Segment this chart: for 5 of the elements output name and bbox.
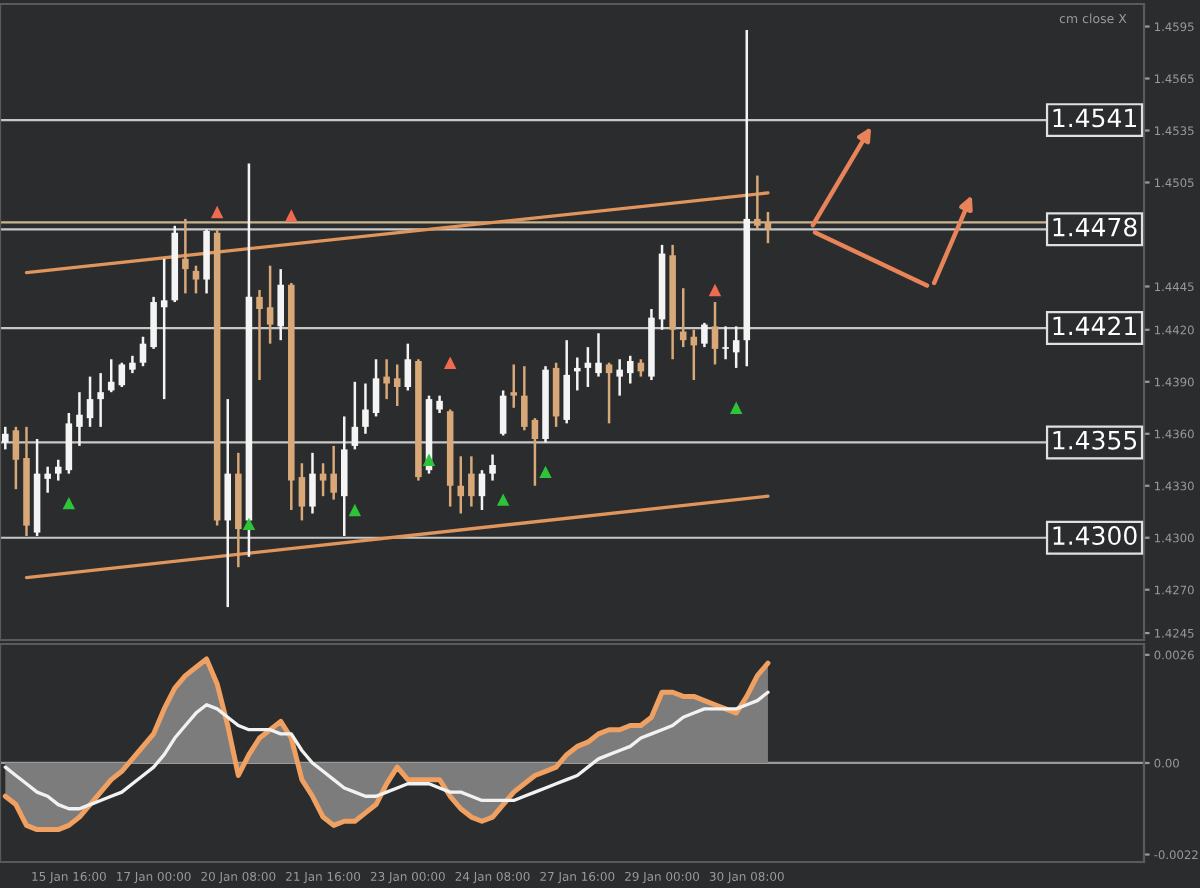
ref-line-label: 1.4541 (1053, 108, 1136, 128)
ref-line-label: 1.4478 (1053, 217, 1137, 237)
ref-line-label: 1.4300 (1053, 526, 1137, 546)
ref-line-label: 1.4421 (1053, 316, 1136, 335)
ref-line-label: 1.4355 (1053, 430, 1137, 450)
